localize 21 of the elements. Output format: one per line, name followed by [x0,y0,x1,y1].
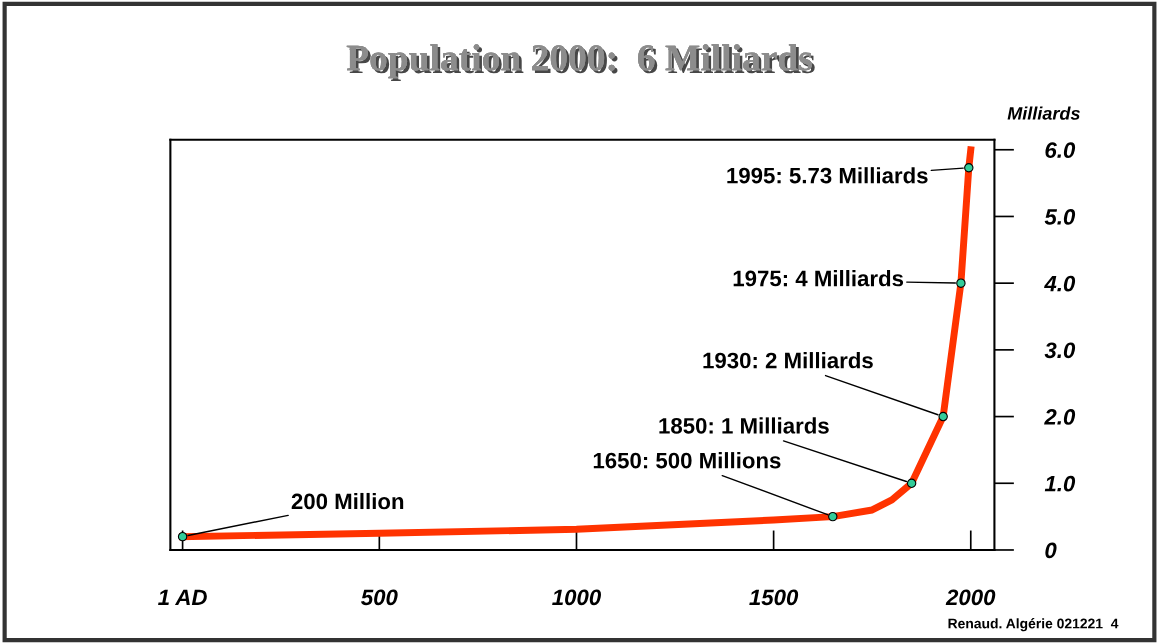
y-tick-label: 3.0 [1044,342,1076,359]
x-tick-label: 2000 [945,589,996,606]
annotation: 1975: 4 Milliards [733,270,904,287]
x-tick-label: 1500 [749,589,799,606]
x-tick-label: 1 AD [158,589,207,605]
annotation: 200 Million [291,492,404,510]
y-tick-label: 4.0 [1044,275,1076,292]
annotation: 1650: 500 Millions [593,452,781,469]
text: Renaud. Algérie 021221 4 [948,618,1119,632]
y-tick-label: 1.0 [1044,475,1076,492]
annotation: 1995: 5.73 Milliards [727,167,928,184]
annotation: 1850: 1 Milliards [659,417,829,434]
y-tick-label: 6.0 [1045,142,1076,159]
y-tick-label: 0 [1045,542,1057,559]
x-tick-label: 1000 [552,589,601,606]
y-tick-label: 2.0 [1044,409,1076,425]
y-axis-title: Milliards [1007,106,1080,120]
annotation: 1930: 2 Milliards [703,352,873,369]
y-tick-label: 5.0 [1044,208,1076,225]
chart-title: Population 2000: 6 Milliards [346,44,815,81]
x-tick-label: 500 [361,589,398,606]
